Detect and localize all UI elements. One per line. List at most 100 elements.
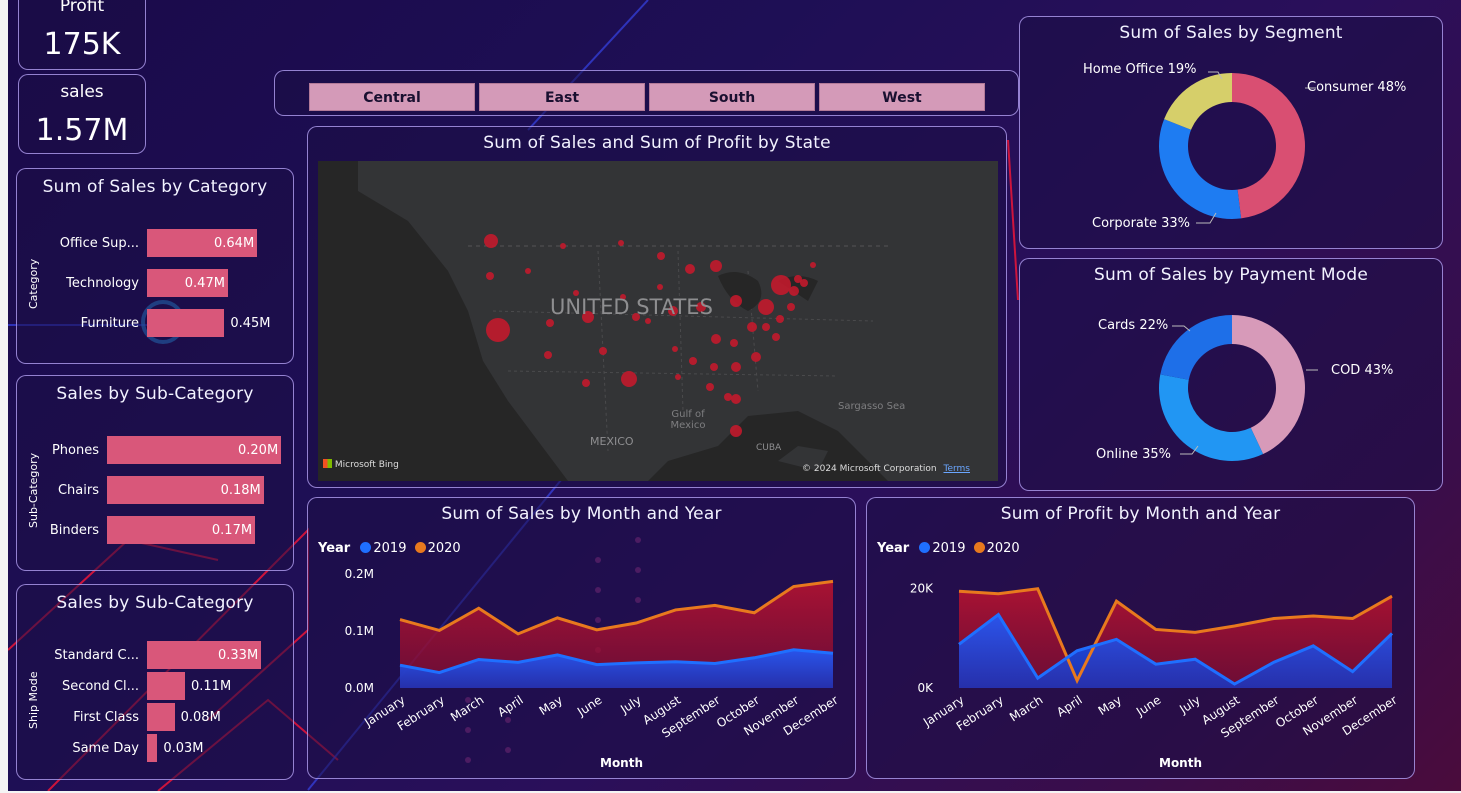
shipmode-bar[interactable] bbox=[147, 641, 261, 669]
subcategory-bar-value: 0.18M bbox=[220, 483, 261, 498]
segment-label-corporate: Corporate 33% bbox=[1092, 216, 1191, 231]
payment-chart-card[interactable]: Sum of Sales by Payment Mode Cards 22% C… bbox=[1019, 258, 1443, 491]
map-bubble[interactable] bbox=[789, 286, 799, 296]
map-bubble[interactable] bbox=[672, 346, 678, 352]
map-bubble[interactable] bbox=[710, 260, 722, 272]
segment-chart-card[interactable]: Sum of Sales by Segment Home Office 19% … bbox=[1019, 16, 1443, 249]
map-bubble[interactable] bbox=[771, 275, 791, 295]
subcategory-bar-row[interactable]: Chairs 0.18M bbox=[17, 476, 293, 506]
shipmode-chart-card[interactable]: Sales by Sub-Category Ship Mode Standard… bbox=[16, 584, 294, 780]
map-bubble[interactable] bbox=[632, 313, 640, 321]
segment-label-consumer: Consumer 48% bbox=[1307, 80, 1407, 95]
line-2019[interactable] bbox=[958, 612, 1394, 686]
subcategory-bar-row[interactable]: Binders 0.17M bbox=[17, 516, 293, 546]
shipmode-bar-value: 0.03M bbox=[163, 741, 204, 756]
map-bubble[interactable] bbox=[560, 243, 566, 249]
map-bubble[interactable] bbox=[758, 299, 774, 315]
category-bar[interactable] bbox=[147, 229, 257, 257]
shipmode-bar[interactable] bbox=[147, 734, 158, 762]
slicer-option-central[interactable]: Central bbox=[309, 83, 475, 111]
map-bubble[interactable] bbox=[730, 339, 738, 347]
map-bubble[interactable] bbox=[800, 279, 808, 287]
map-bubble[interactable] bbox=[776, 315, 784, 323]
map-bubble[interactable] bbox=[762, 323, 770, 331]
map-bubble[interactable] bbox=[645, 318, 651, 324]
map-bubble[interactable] bbox=[675, 374, 681, 380]
map-bubble[interactable] bbox=[731, 362, 741, 372]
map-bubble[interactable] bbox=[620, 294, 626, 300]
map-bubble[interactable] bbox=[689, 357, 697, 365]
map-terms-link[interactable]: Terms bbox=[943, 464, 970, 474]
map-bubble[interactable] bbox=[657, 284, 663, 290]
slicer-option-south[interactable]: South bbox=[649, 83, 815, 111]
shipmode-bar[interactable] bbox=[147, 703, 175, 731]
shipmode-bar-row[interactable]: Second Cl... 0.11M bbox=[17, 672, 293, 702]
category-bar-value: 0.47M bbox=[184, 276, 225, 291]
segment-slice-corporate[interactable] bbox=[1159, 119, 1242, 219]
slicer-option-east[interactable]: East bbox=[479, 83, 645, 111]
area-2019[interactable] bbox=[959, 614, 1392, 688]
category-chart-card[interactable]: Sum of Sales by Category Category Office… bbox=[16, 168, 294, 364]
map-bubble[interactable] bbox=[668, 306, 678, 316]
map-bubble[interactable] bbox=[582, 311, 594, 323]
x-tick-label: May bbox=[537, 693, 565, 718]
subcategory-bar[interactable] bbox=[107, 436, 281, 464]
map-bubble[interactable] bbox=[731, 394, 741, 404]
y-tick-label: 0.2M bbox=[345, 567, 374, 581]
map-bubble[interactable] bbox=[794, 275, 802, 283]
map-bubble[interactable] bbox=[599, 347, 607, 355]
shipmode-bar-row[interactable]: First Class 0.08M bbox=[17, 703, 293, 733]
map-bubble[interactable] bbox=[711, 334, 721, 344]
line-2020[interactable] bbox=[399, 579, 834, 636]
segment-slice-consumer[interactable] bbox=[1232, 73, 1305, 219]
shipmode-bar-row[interactable]: Same Day 0.03M bbox=[17, 734, 293, 764]
payment-slice-online[interactable] bbox=[1159, 374, 1264, 461]
category-bar[interactable] bbox=[147, 309, 225, 337]
line-2020[interactable] bbox=[958, 587, 1393, 685]
map-bubble[interactable] bbox=[696, 302, 706, 312]
map-bubble[interactable] bbox=[730, 425, 742, 437]
map-view[interactable]: UNITED STATES MEXICO Gulf of Mexico Sarg… bbox=[318, 161, 998, 481]
map-bubble[interactable] bbox=[751, 352, 761, 362]
line-2019[interactable] bbox=[399, 648, 834, 675]
subcategory-chart-card[interactable]: Sales by Sub-Category Sub-Category Phone… bbox=[16, 375, 294, 571]
subcategory-bar-row[interactable]: Phones 0.20M bbox=[17, 436, 293, 466]
map-bubble[interactable] bbox=[772, 333, 780, 341]
map-bubble[interactable] bbox=[618, 240, 624, 246]
map-card[interactable]: Sum of Sales and Sum of Profit by State … bbox=[307, 126, 1007, 488]
map-bubble[interactable] bbox=[657, 252, 665, 260]
subcategory-bar[interactable] bbox=[107, 516, 255, 544]
payment-slice-cod[interactable] bbox=[1232, 315, 1305, 455]
category-bar-row[interactable]: Technology 0.47M bbox=[17, 269, 293, 299]
shipmode-bar[interactable] bbox=[147, 672, 185, 700]
map-bubble[interactable] bbox=[486, 272, 494, 280]
subcategory-bar[interactable] bbox=[107, 476, 264, 504]
map-bubble[interactable] bbox=[621, 371, 637, 387]
map-bubble[interactable] bbox=[724, 393, 732, 401]
map-bubble[interactable] bbox=[706, 383, 714, 391]
shipmode-bar-row[interactable]: Standard C... 0.33M bbox=[17, 641, 293, 671]
map-bubble[interactable] bbox=[573, 290, 579, 296]
map-bubble[interactable] bbox=[546, 319, 554, 327]
map-bubble[interactable] bbox=[810, 262, 816, 268]
map-bubble[interactable] bbox=[747, 322, 757, 332]
profit-month-chart-card[interactable]: Sum of Profit by Month and Year Year 201… bbox=[866, 497, 1415, 779]
map-bubble[interactable] bbox=[685, 264, 695, 274]
category-bar-row[interactable]: Office Sup... 0.64M bbox=[17, 229, 293, 259]
map-bubble[interactable] bbox=[486, 318, 510, 342]
area-2019[interactable] bbox=[400, 649, 833, 688]
category-bar[interactable] bbox=[147, 269, 228, 297]
map-bubble[interactable] bbox=[730, 295, 742, 307]
segment-slice-home-office[interactable] bbox=[1164, 73, 1232, 130]
shipmode-bar-label: Second Cl... bbox=[61, 679, 139, 694]
slicer-option-west[interactable]: West bbox=[819, 83, 985, 111]
map-bubble[interactable] bbox=[525, 268, 531, 274]
map-bubble[interactable] bbox=[582, 379, 590, 387]
map-bubble[interactable] bbox=[787, 303, 795, 311]
payment-slice-cards[interactable] bbox=[1160, 315, 1232, 380]
map-bubble[interactable] bbox=[484, 234, 498, 248]
map-bubble[interactable] bbox=[544, 351, 552, 359]
category-bar-row[interactable]: Furniture 0.45M bbox=[17, 309, 293, 339]
sales-month-chart-card[interactable]: Sum of Sales by Month and Year Year 2019… bbox=[307, 497, 856, 779]
map-bubble[interactable] bbox=[710, 363, 718, 371]
